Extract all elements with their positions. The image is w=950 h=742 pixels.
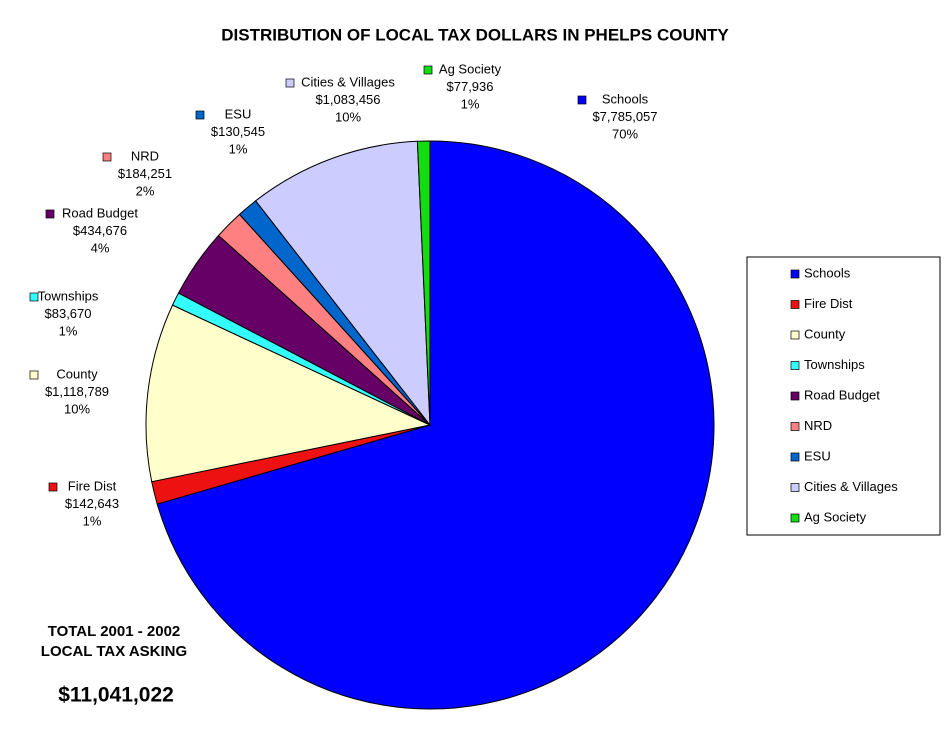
legend-label: County [804,326,846,341]
legend-label: Schools [804,265,851,280]
label-marker [423,65,433,75]
percent-label: 10% [64,401,90,416]
slice-label: County [56,366,98,381]
legend-label: Ag Society [804,509,867,524]
percent-label: 4% [91,240,110,255]
percent-label: 2% [136,183,155,198]
legend-label: Road Budget [804,387,880,402]
percent-label: 1% [461,96,480,111]
label-marker [285,78,295,88]
legend-label: Fire Dist [804,296,853,311]
slice-label: NRD [131,148,159,163]
legend-marker [790,391,800,401]
pie-slice [145,304,432,483]
percent-label: 1% [229,141,248,156]
annotation: LOCAL TAX ASKING [41,643,187,660]
legend-marker [790,361,800,370]
chart-title: DISTRIBUTION OF LOCAL TAX DOLLARS IN PHE… [221,25,729,44]
value-label: $83,670 [45,306,92,321]
legend-marker [790,269,800,279]
percent-label: 70% [612,126,638,141]
legend-label: Townships [804,357,865,372]
label-marker [577,95,587,105]
percent-label: 10% [335,109,361,124]
legend-marker [790,330,800,340]
slice-label: ESU [225,106,252,121]
value-label: $1,083,456 [315,92,380,107]
annotation: TOTAL 2001 - 2002 [48,623,181,640]
percent-label: 1% [83,513,102,528]
label-marker [102,152,112,162]
pie-slice [156,140,715,710]
label-marker [45,209,55,219]
slice-label: Schools [602,91,649,106]
legend-marker [790,300,800,309]
total-label: $11,041,022 [58,684,174,707]
value-label: $184,251 [118,166,172,181]
label-marker [48,482,58,492]
legend-label: ESU [804,448,831,463]
legend-marker [790,422,800,431]
value-label: $434,676 [73,223,127,238]
slice-label: Road Budget [62,205,138,220]
slice-label: Townships [38,288,99,303]
label-marker [195,110,205,120]
legend-marker [790,452,800,462]
legend-box [746,256,941,536]
slice-label: Ag Society [439,61,502,76]
pie-slice [254,140,431,427]
legend-marker [790,513,800,523]
legend-marker [790,483,800,492]
percent-label: 1% [59,323,78,338]
label-marker [29,292,39,302]
value-label: $142,643 [65,496,119,511]
value-label: $1,118,789 [45,384,109,399]
value-label: $130,545 [211,124,265,139]
label-marker [29,370,39,380]
legend-label: NRD [804,418,832,433]
slice-label: Fire Dist [68,478,117,493]
value-label: $7,785,057 [592,109,657,124]
value-label: $77,936 [447,79,494,94]
pie-slice [416,140,431,426]
slice-label: Cities & Villages [301,74,395,89]
legend-label: Cities & Villages [804,479,898,494]
